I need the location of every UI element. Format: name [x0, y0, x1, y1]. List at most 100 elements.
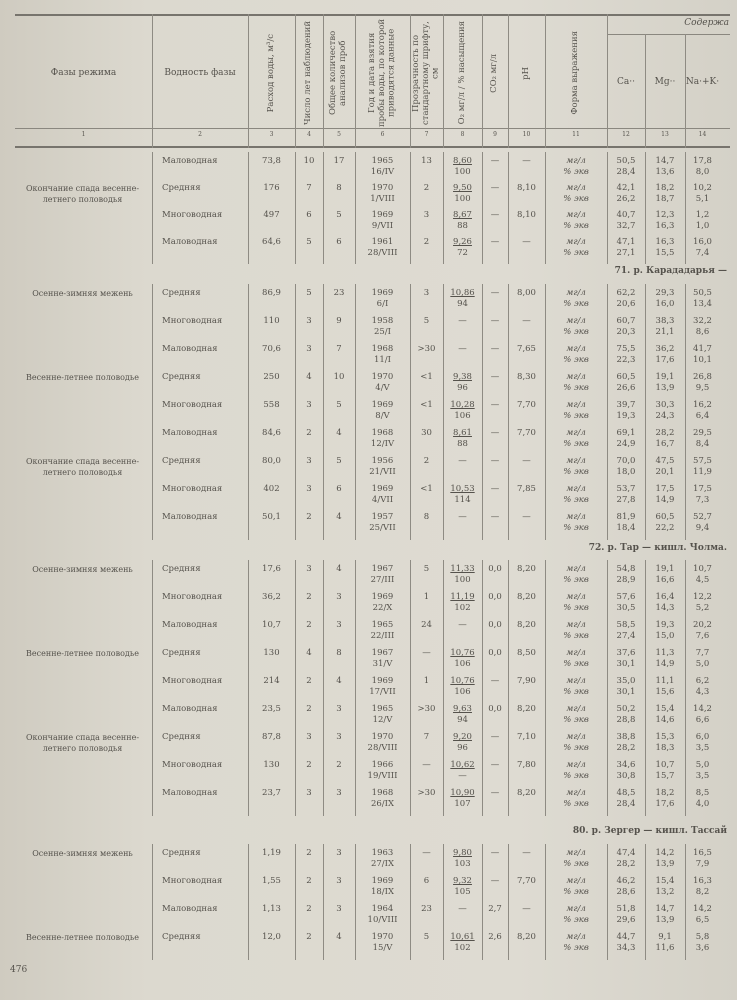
column-divider — [482, 284, 483, 540]
ph-value: — — [522, 156, 531, 166]
table-row: Маловодная 23,5 2 3 1965 12/V >30 9,63 94 0,0 8,20… — [0, 704, 737, 732]
discharge-value: 1,19 — [262, 848, 281, 858]
discharge-value: 87,8 — [262, 732, 281, 742]
transparency-value: 3 — [423, 210, 430, 220]
discharge-value: 214 — [263, 676, 280, 686]
water-content-label: Маловодная — [162, 620, 218, 630]
transparency-value: 13 — [421, 156, 432, 166]
phase-label: Окончание спада весенне-летнего половодь… — [25, 733, 140, 753]
ca-mg-l: 54,8 — [616, 564, 636, 574]
na-k-pct-eq: 7,3 — [695, 495, 710, 505]
mg-mg-l: 14,7 — [655, 156, 675, 166]
column-divider — [410, 560, 411, 816]
mg-mg-l: 47,5 — [655, 456, 675, 466]
column-divider — [482, 14, 483, 148]
ca-pct-eq: 20,6 — [616, 299, 636, 309]
sample-year: 1968 — [371, 344, 394, 354]
discharge-value: 50,1 — [262, 512, 281, 522]
sample-date: 10/VIII — [367, 915, 398, 925]
na-k-mg-l: 50,5 — [693, 288, 712, 298]
mg-pct-eq: 15,0 — [655, 631, 675, 641]
column-header-label: Mg·· — [654, 77, 676, 87]
na-k-mg-l: 12,2 — [693, 592, 712, 602]
samples-count: 3 — [336, 704, 342, 714]
mg-pct-eq: 14,9 — [655, 659, 675, 669]
column-divider — [545, 844, 546, 960]
column-header: Фазы режима — [15, 18, 152, 128]
samples-count: 3 — [336, 876, 342, 886]
ca-mg-l: 51,8 — [616, 904, 636, 914]
na-k-pct-eq: 7,4 — [695, 248, 710, 258]
column-divider — [607, 152, 608, 264]
column-header-label: Прозрачность по стандартному шрифту, см — [410, 21, 441, 125]
o2-value: 9,20 — [453, 732, 472, 742]
na-k-pct-eq: 6,6 — [695, 715, 710, 725]
water-content-label: Средняя — [162, 648, 201, 658]
column-number: 8 — [460, 131, 465, 138]
column-header-label: pH — [520, 66, 531, 80]
o2-value: — — [458, 904, 467, 914]
sample-year: 1969 — [371, 876, 394, 886]
co2-value: 2,7 — [488, 904, 502, 914]
ca-mg-l: 42,1 — [616, 183, 636, 193]
unit-mg-l: мг/л — [566, 620, 586, 630]
unit-mg-l: мг/л — [566, 848, 586, 858]
na-k-pct-eq: 3,5 — [695, 743, 710, 753]
mg-pct-eq: 16,6 — [655, 575, 675, 585]
sample-year: 1969 — [371, 210, 394, 220]
years-count: 3 — [306, 732, 312, 742]
unit-pct-eq: % экв — [563, 467, 589, 477]
na-k-mg-l: 16,0 — [693, 237, 712, 247]
unit-mg-l: мг/л — [566, 456, 586, 466]
na-k-pct-eq: 8,6 — [695, 327, 710, 337]
transparency-value: 23 — [421, 904, 432, 914]
transparency-value: — — [422, 848, 431, 858]
na-k-mg-l: 16,5 — [693, 848, 712, 858]
transparency-value: 2 — [423, 456, 430, 466]
discharge-value: 130 — [263, 760, 280, 770]
ca-pct-eq: 24,9 — [616, 439, 636, 449]
water-content-label: Маловодная — [162, 344, 218, 354]
mg-pct-eq: 18,7 — [655, 194, 675, 204]
sample-date: 17/VII — [369, 687, 396, 697]
column-divider — [482, 560, 483, 816]
ca-mg-l: 38,8 — [616, 732, 636, 742]
ph-value: 8,20 — [517, 788, 536, 798]
o2-value: 10,76 — [450, 648, 475, 658]
samples-count: 4 — [336, 932, 342, 942]
column-header-label: Na·+K· — [685, 77, 720, 87]
sample-year: 1965 — [371, 704, 394, 714]
column-divider — [295, 152, 296, 264]
na-k-mg-l: 1,2 — [695, 210, 710, 220]
mg-mg-l: 19,1 — [655, 564, 675, 574]
unit-pct-eq: % экв — [563, 799, 589, 809]
sample-year: 1965 — [371, 156, 394, 166]
mg-pct-eq: 13,6 — [655, 167, 675, 177]
column-divider — [248, 844, 249, 960]
mg-mg-l: 16,4 — [655, 592, 675, 602]
mg-mg-l: 14,2 — [655, 848, 675, 858]
ph-value: 7,70 — [517, 876, 536, 886]
o2-value: — — [458, 512, 467, 522]
unit-pct-eq: % экв — [563, 687, 589, 697]
ph-value: 7,70 — [517, 400, 536, 410]
table-row: Маловодная 70,6 3 7 1968 11/I >30 — — 7,65 мг/л% э… — [0, 344, 737, 372]
ca-mg-l: 60,7 — [616, 316, 636, 326]
mg-pct-eq: 13,2 — [655, 887, 675, 897]
ph-value: 8,20 — [517, 932, 536, 942]
column-divider — [152, 14, 153, 148]
na-k-mg-l: 26,8 — [693, 372, 712, 382]
na-k-pct-eq: 7,9 — [695, 859, 710, 869]
sample-year: 1968 — [371, 428, 394, 438]
o2-value: — — [458, 316, 467, 326]
water-content-label: Средняя — [162, 372, 201, 382]
page-number: 476 — [10, 965, 28, 975]
transparency-value: — — [422, 760, 431, 770]
column-header: pH — [508, 18, 545, 128]
sample-date: 6/I — [376, 299, 389, 309]
unit-mg-l: мг/л — [566, 876, 586, 886]
ph-value: — — [522, 848, 531, 858]
ca-mg-l: 60,5 — [616, 372, 636, 382]
o2-value: 8,61 — [453, 428, 472, 438]
